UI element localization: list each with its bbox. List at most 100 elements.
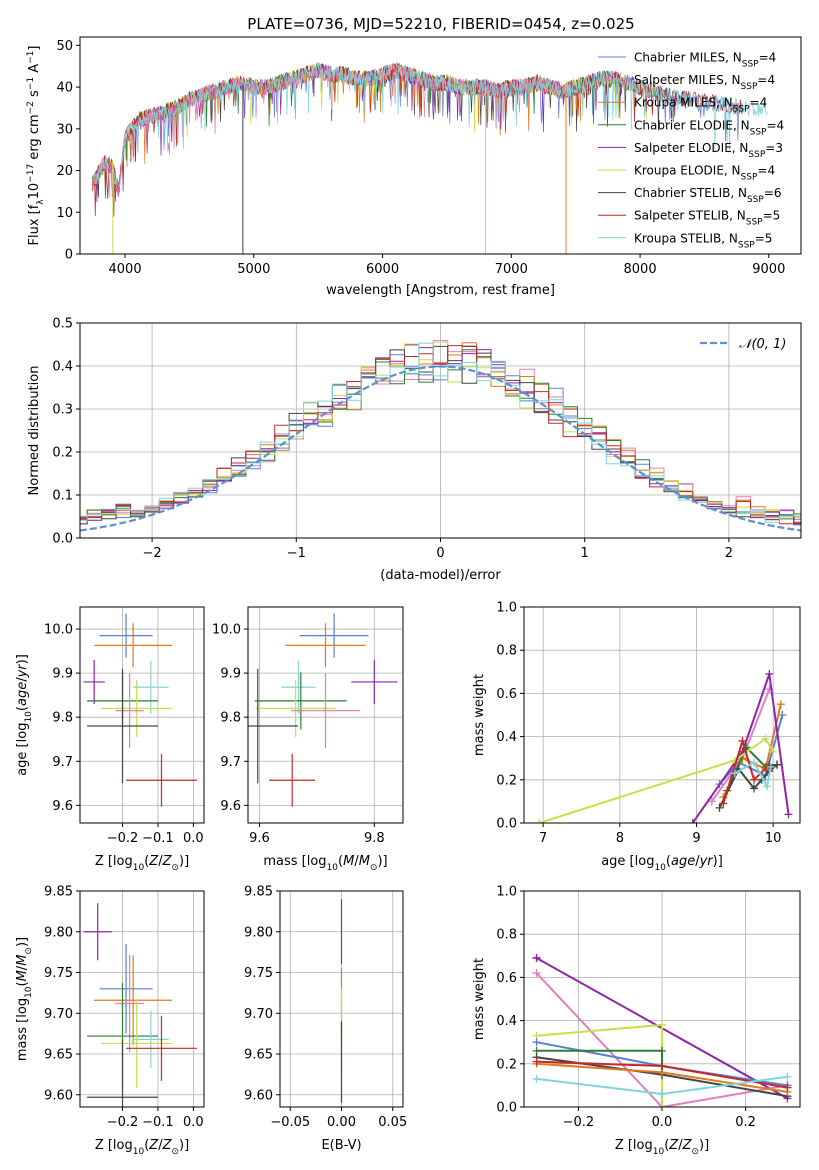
y-axis-label: mass [log10(M/M⊙)] [15,937,34,1061]
xtick-label: 6000 [366,262,399,277]
label-part: ⊙ [171,1147,179,1157]
data-marker [658,1103,666,1107]
label-part: =4 [750,96,768,110]
data-marker [738,736,747,745]
label-part: Chabrier STELIB, N [634,186,747,200]
ytick-label: 0.8 [496,644,517,659]
ytick-label: 0.0 [496,817,517,832]
plot-area [532,953,792,1107]
xtick-label: 9000 [752,262,785,277]
label-part: ⊙ [171,863,179,873]
ytick-label: 0.0 [496,1101,517,1116]
ytick-label: 9.8 [220,711,241,726]
axes-frame [523,606,801,824]
xtick-label: 9 [692,831,700,846]
ytick-label: 10.0 [212,623,241,638]
label-part: mass [log [263,854,326,869]
ytick-label: 0.0 [52,532,73,547]
data-marker [658,1090,666,1099]
axes-spectrum: 4000 5000 6000 7000 8000 9000 0 10 20 30 40 50 wavel… [26,36,802,298]
ytick-label: 50 [56,39,73,54]
x-axis-label: (data-model)/error [380,568,501,583]
ytick-label: 20 [56,164,73,179]
ytick-label: 9.70 [44,1007,73,1022]
label-part: age [15,682,30,706]
label-part: =3 [765,141,783,155]
data-marker [761,734,770,743]
label-part: λ [36,199,46,205]
label-part: SSP [750,127,767,137]
label-part: )] [15,654,30,664]
label-part: M [15,970,30,981]
label-part: SSP [741,173,758,183]
label-part: Z [162,854,173,869]
ytick-label: 0 [65,248,73,263]
axes-age_vs_Z: −0.2 −0.1 0.09.69.79.89.910.0Z [log10(Z/Z⊙… [15,606,205,873]
label-part: SSP [742,60,759,70]
xtick-label: 8 [616,831,624,846]
series-line-salpeter_stelib [722,737,771,804]
ytick-label: 9.85 [44,885,73,900]
ytick-label: 9.6 [52,799,73,814]
label-part: 10 [27,183,42,200]
ytick-label: 0.4 [496,1014,517,1029]
legend-entry: Salpeter MILES, NSSP=4 [634,73,775,92]
label-part: SSP [733,105,750,115]
label-part: ⊙ [370,863,378,873]
data-marker [658,1046,666,1055]
ytick-label: 9.75 [244,966,273,981]
label-part: =4 [759,51,777,65]
legend-entry: Kroupa ELODIE, NSSP=4 [634,164,775,183]
y-axis-label: age [log10(age/yr)] [15,654,34,776]
label-part: ⊙ [24,947,34,955]
ytick-label: 9.65 [244,1048,273,1063]
label-part: Z [682,1138,693,1153]
ytick-label: 9.7 [220,755,241,770]
label-part: SSP [746,218,763,228]
xtick-label: 4000 [109,262,142,277]
ytick-label: 0.3 [52,403,73,418]
plot-area [248,613,398,807]
legend-entry: 𝒩(0, 1) [739,337,786,352]
x-axis-label: Z [log10(Z/Z⊙)] [95,1138,189,1157]
series-line-kroupa_stelib [734,761,772,790]
label-part: Kroupa ELODIE, N [634,164,741,178]
xtick-label: 2 [725,546,733,561]
label-part: M [359,854,370,869]
label-part: =6 [764,186,782,200]
label-part: Z [148,1138,159,1153]
label-part: Chabrier MILES, N [634,51,742,65]
legend-entry: Chabrier MILES, NSSP=4 [634,51,776,70]
data-marker [769,747,778,756]
y-axis-label: mass weight [472,674,487,756]
label-part: / [15,677,30,682]
label-part: −17 [26,164,36,183]
label-part: / [158,1138,163,1153]
label-part: SSP [748,150,765,160]
ytick-label: 1.0 [496,601,517,616]
y-axis-label: mass weight [472,958,487,1040]
data-marker [765,669,774,678]
label-part: )] [179,1138,189,1153]
label-part: / [695,854,700,869]
label-part: ( [664,1138,669,1153]
data-marker [532,953,541,962]
plot-area [83,903,197,1107]
axes-frame [79,890,205,1108]
data-marker [766,762,775,771]
label-part: M [15,955,30,966]
data-marker [532,1057,541,1066]
data-marker [776,700,785,709]
data-marker [532,1038,541,1047]
label-part: / [158,854,163,869]
ytick-label: 9.85 [244,885,273,900]
series-line-salpeter_elodie [691,673,790,823]
label-part: ( [144,854,149,869]
xtick-label: −2 [143,546,162,561]
data-marker [535,819,544,823]
data-marker [763,782,772,791]
label-part: =4 [757,73,775,87]
